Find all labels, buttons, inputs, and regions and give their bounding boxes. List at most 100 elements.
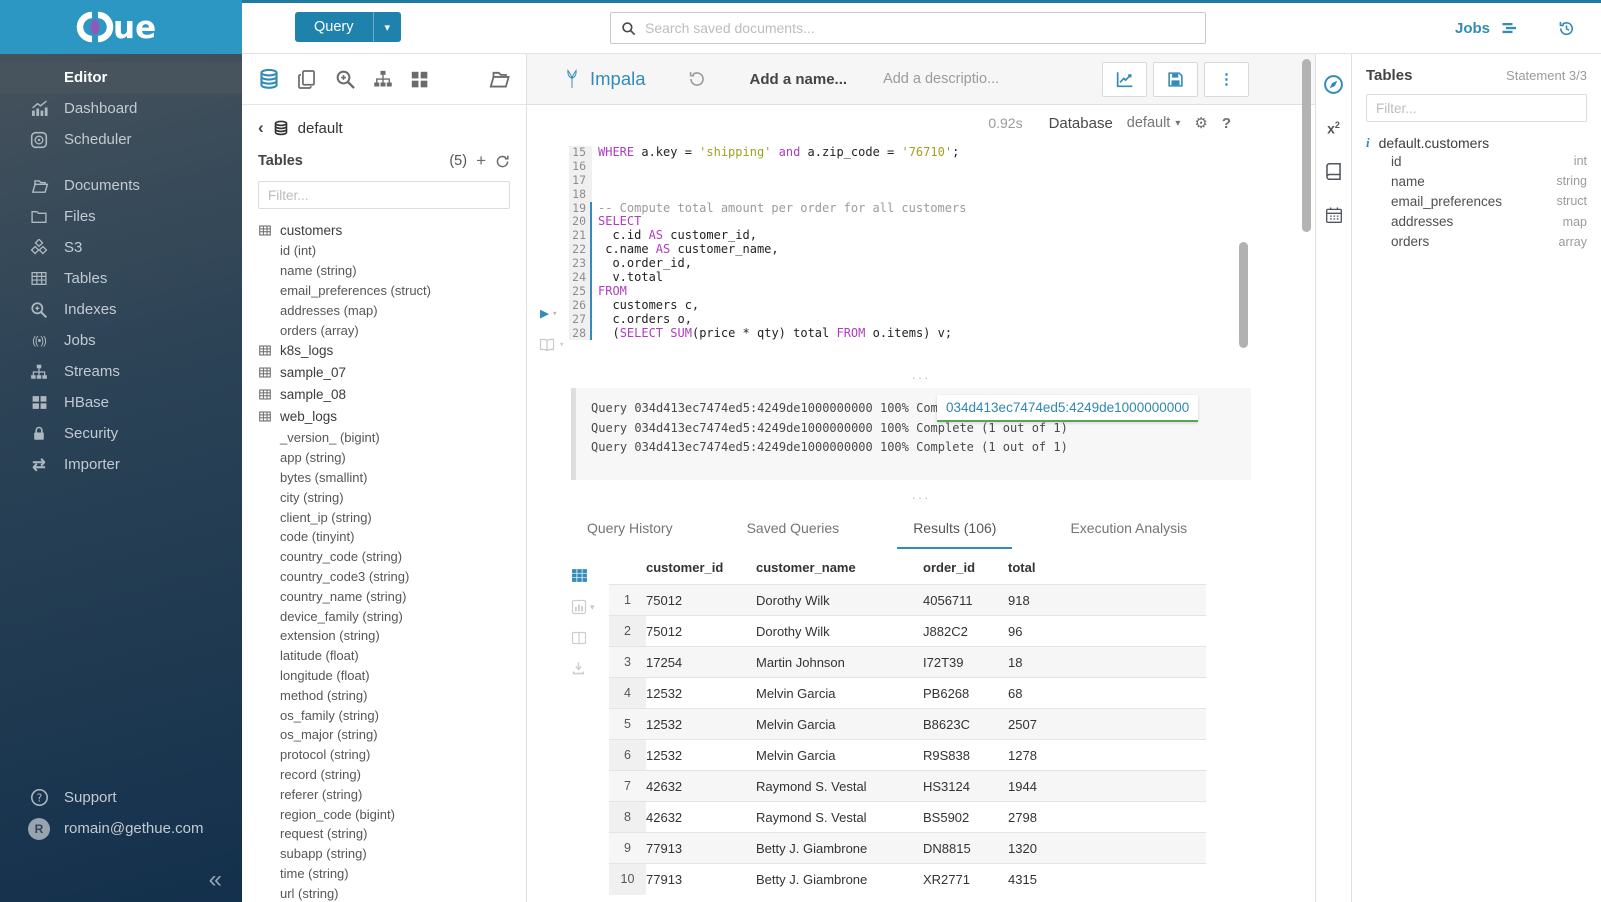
tab-execution-analysis[interactable]: Execution Analysis [1054, 520, 1203, 549]
documents-copy-icon[interactable] [297, 69, 318, 90]
results-resize-handle[interactable]: ··· [527, 480, 1315, 505]
sidebar-item-support[interactable]: ?Support [0, 782, 242, 813]
jobs-link[interactable]: Jobs [1455, 20, 1490, 37]
engine-selector[interactable]: Impala [564, 68, 646, 90]
sidebar-item-files[interactable]: Files [0, 201, 242, 232]
refresh-icon[interactable] [495, 154, 510, 169]
download-icon[interactable] [571, 661, 609, 676]
sidebar-item-tables[interactable]: Tables [0, 263, 242, 294]
tree-column[interactable]: device_family (string) [258, 606, 510, 626]
language-reference-icon[interactable] [1324, 162, 1343, 181]
tree-table-sample_08[interactable]: sample_08 [258, 384, 510, 406]
apps-grid-icon[interactable] [410, 70, 429, 89]
tree-column[interactable]: record (string) [258, 765, 510, 785]
right-column-email_preferences[interactable]: email_preferencesstruct [1366, 191, 1587, 211]
tree-table-web_logs[interactable]: web_logs [258, 406, 510, 428]
sidebar-item-s3[interactable]: S3 [0, 232, 242, 263]
tree-column[interactable]: _version_ (bigint) [258, 428, 510, 448]
results-column-header[interactable]: total [1008, 555, 1206, 585]
results-column-header[interactable]: customer_id [646, 555, 756, 585]
tree-column[interactable]: orders (array) [258, 320, 510, 340]
right-filter-input[interactable] [1366, 94, 1587, 122]
sidebar-item-streams[interactable]: Streams [0, 356, 242, 387]
tree-column[interactable]: latitude (float) [258, 646, 510, 666]
tree-column[interactable]: protocol (string) [258, 745, 510, 765]
query-name-field[interactable]: Add a name... [750, 71, 848, 88]
tree-column[interactable]: id (int) [258, 241, 510, 261]
panel-scrollbar[interactable] [1302, 59, 1311, 232]
add-table-icon[interactable]: + [476, 151, 486, 171]
query-button-label[interactable]: Query [295, 12, 373, 42]
sidebar-item-documents[interactable]: Documents [0, 170, 242, 201]
results-column-header[interactable]: customer_name [756, 555, 923, 585]
tree-column[interactable]: addresses (map) [258, 300, 510, 320]
query-dropdown-caret[interactable]: ▾ [373, 12, 402, 42]
sidebar-item-scheduler[interactable]: Scheduler [0, 124, 242, 155]
editor-resize-handle[interactable]: ··· [527, 366, 1315, 388]
tree-column[interactable]: code (tinyint) [258, 527, 510, 547]
sql-code-editor[interactable]: 15WHERE a.key = 'shipping' and a.zip_cod… [527, 141, 1315, 366]
tree-table-sample_07[interactable]: sample_07 [258, 362, 510, 384]
tree-column[interactable]: os_family (string) [258, 705, 510, 725]
tree-column[interactable]: region_code (bigint) [258, 804, 510, 824]
sidebar-user[interactable]: Rromain@gethue.com [0, 813, 242, 844]
help-icon[interactable]: ? [1222, 115, 1231, 132]
tree-column[interactable]: app (string) [258, 448, 510, 468]
sidebar-item-editor[interactable]: Editor [0, 62, 242, 93]
info-icon[interactable]: i [1366, 135, 1370, 151]
query-description-field[interactable]: Add a descriptio... [883, 71, 999, 87]
sidebar-item-dashboard[interactable]: Dashboard [0, 93, 242, 124]
columns-view-icon[interactable] [571, 630, 609, 646]
assistant-compass-icon[interactable] [1323, 74, 1344, 95]
hue-logo[interactable]: ue [0, 0, 242, 54]
projects-folder-icon[interactable] [488, 68, 510, 90]
active-table-name[interactable]: default.customers [1379, 135, 1490, 151]
chart-view-icon[interactable]: ▾ [571, 599, 609, 615]
tree-column[interactable]: country_code (string) [258, 547, 510, 567]
results-column-header[interactable]: order_id [923, 555, 1008, 585]
execute-button[interactable]: ▶▾ [540, 306, 557, 321]
tree-column[interactable]: name (string) [258, 261, 510, 281]
tree-column[interactable]: city (string) [258, 487, 510, 507]
tree-column[interactable]: subapp (string) [258, 844, 510, 864]
editor-scrollbar[interactable] [1239, 242, 1248, 348]
tree-column[interactable]: referer (string) [258, 784, 510, 804]
tree-column[interactable]: bytes (smallint) [258, 468, 510, 488]
right-column-addresses[interactable]: addressesmap [1366, 212, 1587, 232]
more-actions-button[interactable]: ⋮ [1204, 62, 1249, 97]
tree-column[interactable]: method (string) [258, 685, 510, 705]
new-query-button[interactable]: Query ▾ [295, 12, 401, 42]
database-breadcrumb[interactable]: ‹ default [258, 118, 510, 138]
history-icon[interactable] [1558, 20, 1575, 37]
tree-table-k8s_logs[interactable]: k8s_logs [258, 340, 510, 362]
database-select[interactable]: default ▾ [1127, 115, 1181, 131]
tree-column[interactable]: time (string) [258, 864, 510, 884]
sidebar-item-hbase[interactable]: HBase [0, 387, 242, 418]
tree-column[interactable]: email_preferences (struct) [258, 281, 510, 301]
sidebar-item-jobs[interactable]: ((•))Jobs [0, 325, 242, 356]
search-input[interactable] [645, 20, 1195, 36]
query-history-icon[interactable] [688, 70, 706, 88]
tab-saved-queries[interactable]: Saved Queries [731, 520, 856, 549]
presentation-mode-icon[interactable]: ▾ [538, 337, 564, 353]
back-chevron-icon[interactable]: ‹ [258, 118, 264, 138]
jobs-list-icon[interactable] [1501, 20, 1518, 36]
sidebar-item-importer[interactable]: ⇄Importer [0, 449, 242, 480]
execute-caret-icon[interactable]: ▾ [552, 309, 557, 319]
tree-column[interactable]: extension (string) [258, 626, 510, 646]
schedule-calendar-icon[interactable] [1325, 206, 1343, 224]
tab-query-history[interactable]: Query History [571, 520, 689, 549]
tables-filter-input[interactable] [258, 181, 510, 209]
save-button[interactable] [1153, 62, 1198, 97]
sidebar-collapse-icon[interactable]: « [209, 868, 222, 892]
right-column-id[interactable]: idint [1366, 151, 1587, 171]
sitemap-icon[interactable] [373, 69, 393, 89]
right-column-orders[interactable]: ordersarray [1366, 232, 1587, 252]
tree-column[interactable]: client_ip (string) [258, 507, 510, 527]
sidebar-item-security[interactable]: Security [0, 418, 242, 449]
active-table-row[interactable]: i default.customers [1366, 135, 1587, 151]
chart-button[interactable] [1102, 62, 1147, 97]
tree-column[interactable]: os_major (string) [258, 725, 510, 745]
tree-column[interactable]: request (string) [258, 824, 510, 844]
right-column-name[interactable]: namestring [1366, 171, 1587, 191]
